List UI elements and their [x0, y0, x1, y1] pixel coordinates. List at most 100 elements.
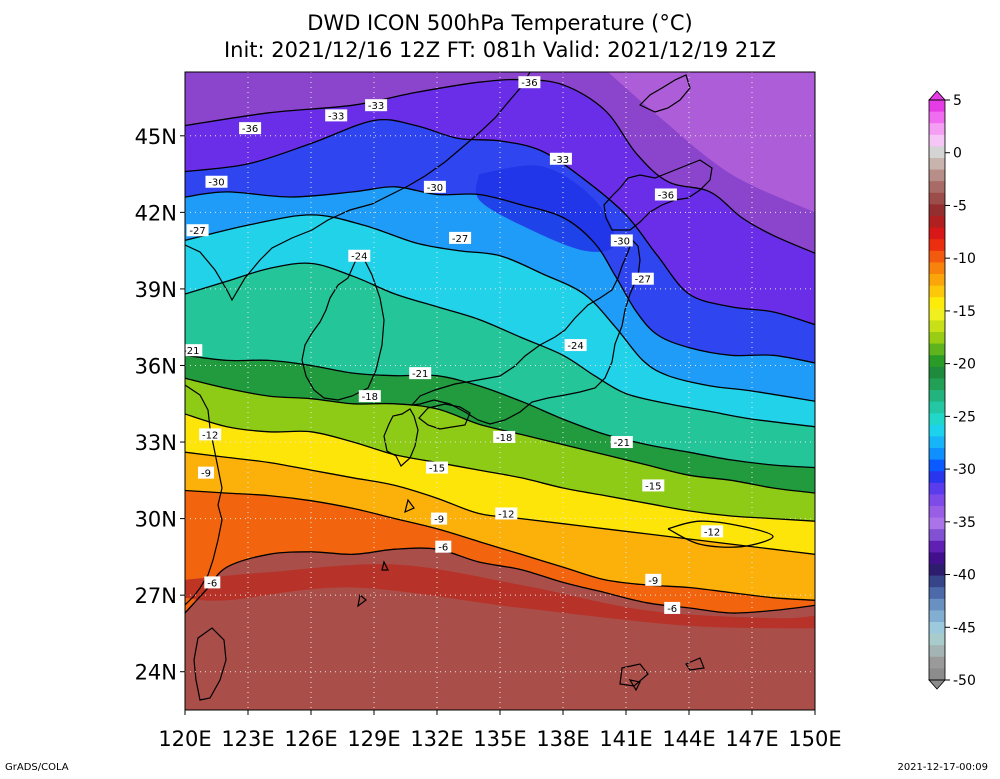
colorbar-swatch: [929, 564, 945, 577]
latitude-axis: 45N 42N 39N 36N 33N 30N 27N 24N: [135, 125, 185, 685]
isotherm-label: -18: [362, 392, 378, 403]
isotherm-line: [185, 186, 815, 364]
isotherm-label-box: [325, 109, 348, 122]
colorbar-swatch: [929, 285, 945, 298]
colorbar-label: -50: [953, 673, 976, 689]
colorbar-swatch: [929, 645, 945, 658]
isotherm-label-box: [198, 466, 214, 479]
isotherm-label: -27: [452, 234, 468, 245]
colorbar-label: -10: [953, 251, 976, 267]
colorbar-swatch: [929, 436, 945, 449]
colorbar-swatch: [929, 111, 945, 124]
colorbar-label: -40: [953, 568, 976, 584]
colorbar-swatch: [929, 250, 945, 263]
colorbar-label: -30: [953, 462, 976, 478]
isotherm-label: -6: [438, 543, 448, 554]
colorbar-swatch: [929, 552, 945, 565]
coastline-japan-shikoku: [418, 403, 471, 430]
isotherm-line: [185, 214, 815, 402]
colorbar-swatch: [929, 610, 945, 623]
lon-tick-label: 132E: [410, 727, 463, 751]
coastline-asian-mainland: [185, 72, 531, 302]
map-subtitle: Init: 2021/12/16 12Z FT: 081h Valid: 202…: [223, 38, 777, 62]
colorbar-label: -45: [953, 620, 976, 636]
isotherm-line: [185, 262, 815, 428]
isotherm-label-box: [654, 188, 677, 201]
isotherm-label-box: [409, 367, 432, 380]
isotherm-label-box: [435, 540, 452, 553]
isotherm-line: [185, 78, 815, 254]
colorbar-swatch: [929, 587, 945, 600]
longitude-axis: 120E 123E 126E 129E 132E 135E 138E 141E 144E 147E…: [158, 710, 842, 751]
generation-timestamp: 2021-12-17-00:09: [897, 762, 988, 773]
isotherm-label-box: [610, 436, 633, 449]
isotherm-line: [667, 520, 774, 548]
colorbar-swatch: [929, 668, 945, 681]
isotherm-label: -30: [208, 178, 224, 189]
colorbar-swatch: [929, 633, 945, 646]
isotherm-label: -6: [207, 578, 217, 589]
coastline-japan-kyushu: [383, 408, 419, 467]
isotherm-label: -21: [614, 438, 630, 449]
isotherm-line: [185, 354, 815, 469]
colorbar-label: -35: [953, 515, 976, 531]
colorbar-swatch: [929, 239, 945, 252]
colorbar-swatch: [929, 100, 945, 113]
isotherm-label-box: [518, 76, 541, 89]
colorbar-swatch: [929, 517, 945, 530]
colorbar-swatch: [929, 575, 945, 588]
colorbar-swatch: [929, 448, 945, 461]
colorbar-swatch: [929, 308, 945, 321]
lon-tick-label: 144E: [662, 727, 715, 751]
isotherm-label-box: [185, 344, 203, 357]
isotherm-label-box: [358, 390, 381, 403]
isotherm-line: [185, 489, 815, 601]
lat-tick-label: 42N: [135, 201, 177, 225]
colorbar-swatch: [929, 482, 945, 495]
colorbar-swatch: [929, 390, 945, 403]
isotherm-label-box: [701, 525, 724, 538]
temperature-band: [185, 72, 815, 213]
colorbar-swatch: [929, 181, 945, 194]
colorbar-frame: [928, 99, 946, 681]
isotherm-label-box: [493, 430, 516, 443]
lon-tick-label: 141E: [599, 727, 652, 751]
isotherm-label-box: [199, 428, 222, 441]
colorbar-swatch: [929, 204, 945, 217]
colorbar-swatch: [929, 378, 945, 391]
colorbar-swatch: [929, 471, 945, 484]
colorbar-swatch: [929, 192, 945, 205]
isotherm-label-box: [426, 461, 448, 474]
colorbar-swatch: [929, 227, 945, 240]
colorbar-swatch: [929, 169, 945, 182]
temperature-band: [185, 72, 815, 254]
colorbar-swatch: [929, 216, 945, 229]
lat-tick-label: 33N: [135, 431, 177, 455]
lon-tick-label: 120E: [158, 727, 211, 751]
lat-tick-label: 27N: [135, 584, 177, 608]
colorbar-swatch: [929, 146, 945, 159]
colorbar-swatch: [929, 297, 945, 310]
isotherm-label: -12: [704, 527, 720, 538]
coastline-islands-ryukyu: [357, 498, 705, 692]
isotherm-label: -15: [429, 464, 445, 475]
colorbar-top-arrow: [928, 90, 946, 101]
isotherm-label: -27: [189, 226, 205, 237]
colorbar-swatch: [929, 424, 945, 437]
colorbar-swatch: [929, 598, 945, 611]
isotherm-label: -33: [328, 111, 344, 122]
isotherm-label-box: [631, 272, 654, 285]
isotherm-line: [185, 413, 815, 522]
isotherm-label: -27: [635, 275, 651, 286]
lon-tick-label: 135E: [473, 727, 526, 751]
lon-tick-label: 138E: [536, 727, 589, 751]
colorbar-label: -25: [953, 409, 976, 425]
colorbar-label: -5: [953, 198, 967, 214]
isotherm-label-box: [365, 99, 388, 112]
isotherm-label: -9: [201, 469, 211, 480]
isotherm-label: -12: [498, 509, 514, 520]
lat-tick-label: 45N: [135, 125, 177, 149]
isotherm-label: -33: [368, 101, 384, 112]
plot-area: -18 -36 -33 -30 -27 -21 -12 -9 -6 -36 -33 -30 -27 -24…: [185, 72, 815, 710]
